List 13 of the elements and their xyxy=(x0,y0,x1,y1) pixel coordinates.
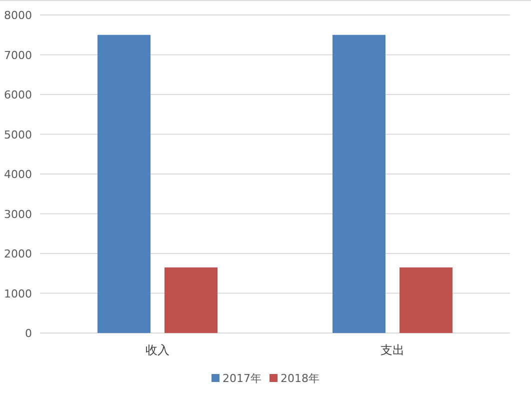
legend-label: 2017年 xyxy=(222,372,262,385)
y-tick-label: 4000 xyxy=(4,168,32,181)
x-tick-label: 收入 xyxy=(146,343,170,357)
y-tick-label: 6000 xyxy=(4,88,32,102)
y-tick-label: 5000 xyxy=(4,128,32,142)
y-tick-label: 8000 xyxy=(4,9,32,22)
y-tick-label: 7000 xyxy=(4,48,32,62)
legend-label: 2018年 xyxy=(280,372,320,385)
y-tick-label: 2000 xyxy=(4,248,32,260)
y-tick-label: 3000 xyxy=(4,208,32,221)
y-tick-label: 0 xyxy=(25,327,32,340)
x-tick-label: 支出 xyxy=(380,343,404,357)
y-tick-label: 1000 xyxy=(4,287,32,300)
